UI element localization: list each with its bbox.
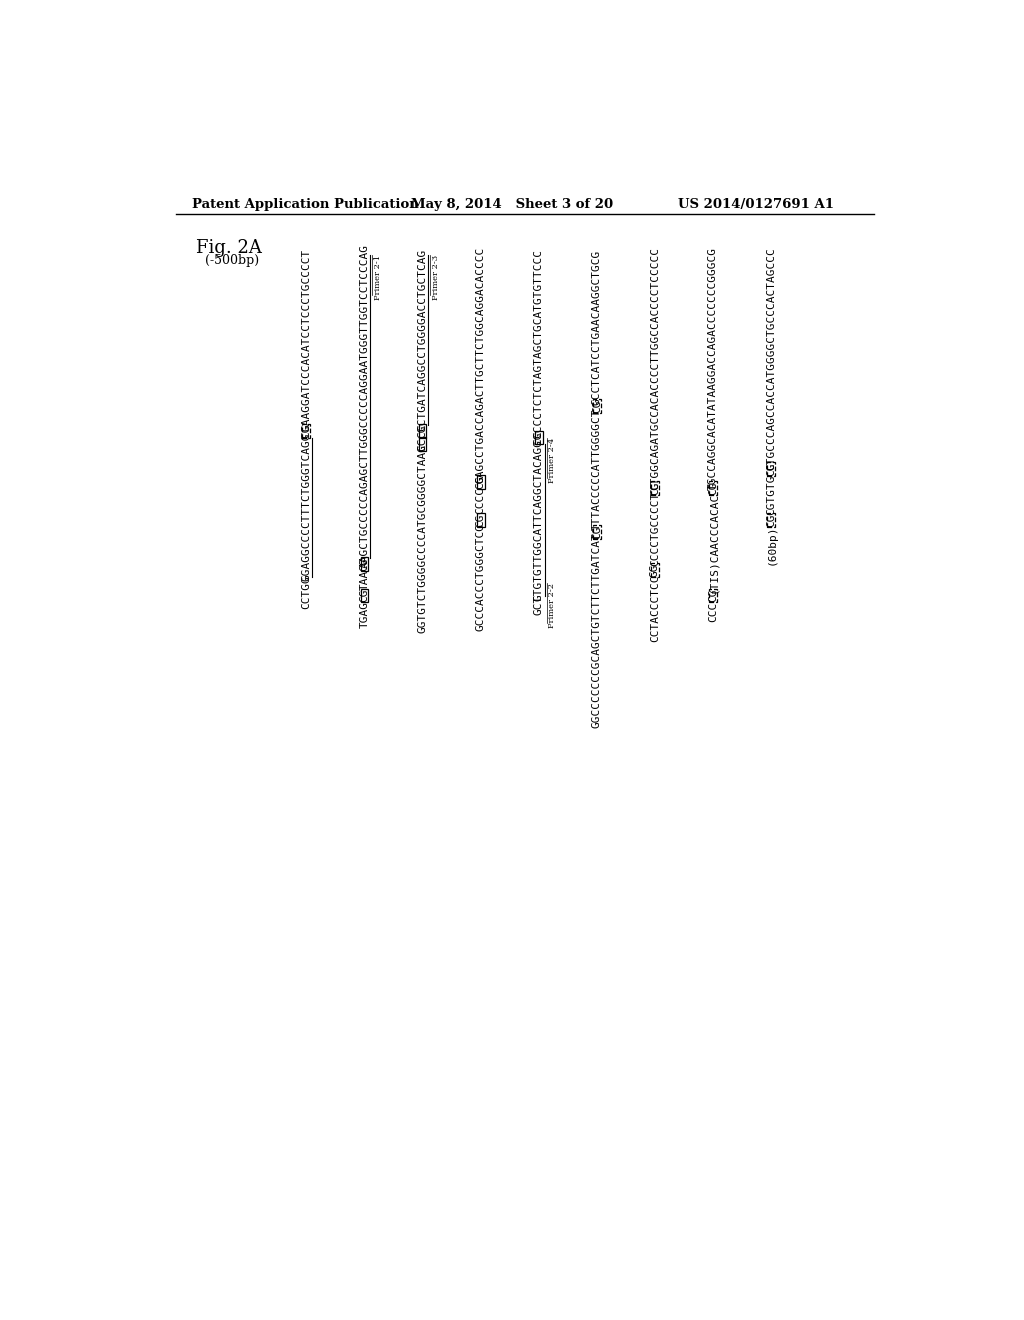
Bar [651,482,658,495]
Text: CCCCTGCCCCT: CCCCTGCCCCT [650,492,660,566]
Bar [419,437,426,450]
Text: CGTGTG: CGTGTG [766,474,776,515]
Text: CTGCCCAGCCACCATGGGGCTGCCCACTAGCCC: CTGCCCAGCCACCATGGGGCTGCCCACTAGCCC [766,247,776,470]
Text: CCTACCCTCC: CCTACCCTCC [650,574,660,642]
Text: GCCTCATCCTGAACAAGGCTGCG: GCCTCATCCTGAACAAGGCTGCG [592,249,602,405]
Text: GCT: GCT [534,595,544,615]
Text: CG: CG [709,482,718,495]
Bar [767,512,775,527]
Bar [593,525,601,539]
Text: (60bp): (60bp) [766,525,776,565]
Text: GGCCCCCCCGCAGCTGTCTTCTTGATCAT: GGCCCCCCCGCAGCTGTCTTCTTGATCAT [592,532,602,729]
Text: CG: CG [709,589,718,602]
Bar [710,482,717,495]
Text: CG: CG [475,513,485,527]
Text: CC: CC [418,437,427,451]
Text: Fig. 2A: Fig. 2A [197,239,262,257]
Text: CCCC: CCCC [475,487,485,515]
Text: CG: CG [301,425,311,438]
Text: CG: CG [766,462,776,477]
Text: May 8, 2014   Sheet 3 of 20: May 8, 2014 Sheet 3 of 20 [411,198,613,211]
Text: Primer 2-2: Primer 2-2 [548,583,556,628]
Text: Patent Application Publication: Patent Application Publication [191,198,418,211]
Bar [651,564,658,577]
Bar [360,557,369,570]
Text: CG: CG [650,482,660,495]
Text: GG: GG [650,564,660,577]
Text: CG: CG [592,525,602,539]
Text: Primer 2-1: Primer 2-1 [374,255,382,300]
Text: CG: CG [534,432,544,445]
Text: US 2014/0127691 A1: US 2014/0127691 A1 [678,198,835,211]
Text: TGCCAGGCACATATAAGGACCAGACCCCCCCGGGCG: TGCCAGGCACATATAAGGACCAGACCCCCCCGGGCG [709,247,718,490]
Text: TTTACCCCCATTGGGGCT: TTTACCCCCATTGGGGCT [592,409,602,531]
Text: CG: CG [418,425,427,438]
Text: (TIS)CAACCCACAC: (TIS)CAACCCACAC [709,491,718,593]
Text: CTGGCAGATGCCACACCCCTTGGCCACCCCTCCCCC: CTGGCAGATGCCACACCCCTTGGCCACCCCTCCCCC [650,247,660,490]
Bar [767,462,775,477]
Text: CCTGATCAGGCCTGGGGACCTGCTCAG: CCTGATCAGGCCTGGGGACCTGCTCAG [418,248,427,432]
Text: GGTGTCTGGGGCCCCATGCGGGGCTAAG: GGTGTCTGGGGCCCCATGCGGGGCTAAG [418,445,427,634]
Text: CG: CG [359,589,370,602]
Text: CG: CG [766,513,776,527]
Bar [477,512,484,527]
Text: CG: CG [475,475,485,488]
Text: CCC: CCC [709,602,718,622]
Text: AAGCTGCCCCCAGAGCTTGGGCCCCCAGGAATGGGTTGGTCCTCCCAG: AAGCTGCCCCCAGAGCTTGGGCCCCCAGGAATGGGTTGGT… [359,244,370,568]
Text: GTGTGTTGGCATTCAGGCTACAGG: GTGTGTTGGCATTCAGGCTACAGG [534,438,544,601]
Bar [302,424,310,438]
Text: TGAG: TGAG [359,601,370,628]
Bar [593,399,601,413]
Text: GCCCACCCTGGGCTCG: GCCCACCCTGGGCTCG [475,523,485,631]
Text: GGAGGCCCCTTTCTGGGTCAGG: GGAGGCCCCTTTCTGGGTCAGG [301,433,311,581]
Bar [710,589,717,602]
Bar [419,424,426,438]
Text: Primer 2-4: Primer 2-4 [548,438,556,483]
Bar [477,475,484,488]
Text: CG: CG [592,400,602,413]
Text: Primer 2-3: Primer 2-3 [432,255,439,300]
Bar [535,430,543,445]
Text: GAGCCTGACCAGACTTGCTTCTGGCAGGACACCCC: GAGCCTGACCAGACTTGCTTCTGGCAGGACACCCC [475,247,485,483]
Text: GAAGGATCCCACATCCTCCCTGCCCCT: GAAGGATCCCACATCCTCCCTGCCCCT [301,248,311,432]
Text: CCCCTCTCTAGTAGCTGCATGTGTTCCC: CCCCTCTCTAGTAGCTGCATGTGTTCCC [534,248,544,437]
Text: CG: CG [359,557,370,570]
Text: CCTGG: CCTGG [301,576,311,610]
Text: (-500bp): (-500bp) [206,253,260,267]
Bar [360,589,369,602]
Text: TAA: TAA [359,570,370,590]
